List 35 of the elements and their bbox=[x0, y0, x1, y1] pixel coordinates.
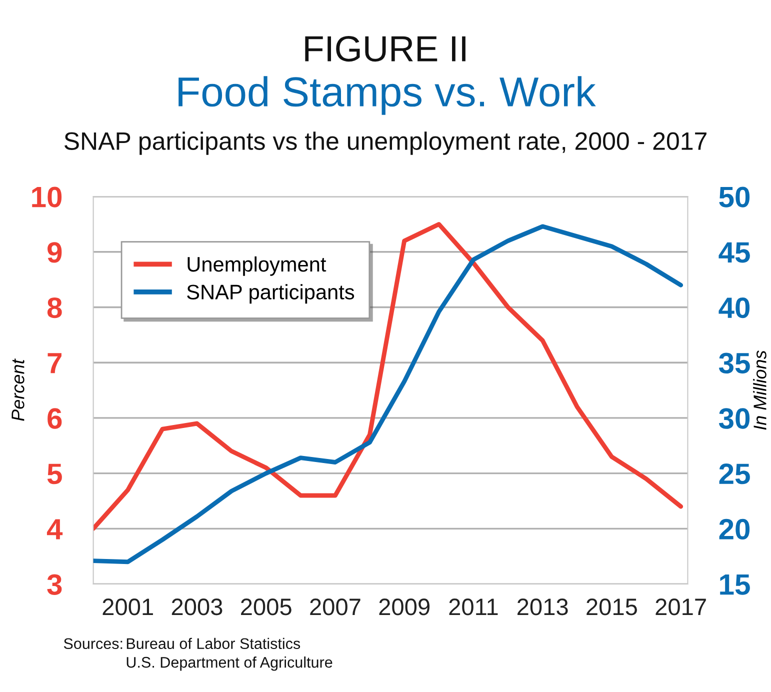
x-tick-label: 2009 bbox=[379, 598, 430, 616]
y-tick-label: 4 bbox=[46, 519, 63, 540]
y2-tick-label: 15 bbox=[720, 574, 750, 595]
y-tick-label: 7 bbox=[48, 353, 62, 374]
x-tick-label: 2015 bbox=[586, 598, 637, 616]
legend-label: SNAP participants bbox=[187, 284, 354, 304]
source-note: Sources: bbox=[64, 638, 122, 650]
x-tick-label: 2017 bbox=[656, 598, 706, 616]
y2-tick-label: 25 bbox=[719, 464, 750, 484]
text: U.S. Department of Agriculture bbox=[126, 656, 332, 671]
x-tick-label: 2007 bbox=[310, 598, 360, 616]
x-tick-label: 2011 bbox=[449, 598, 498, 616]
y-tick-label: 9 bbox=[48, 242, 62, 263]
chart-title: FIGURE II bbox=[305, 36, 466, 62]
chart-subtitle: Food Stamps vs. Work bbox=[178, 76, 596, 115]
y-tick-label: 3 bbox=[47, 574, 62, 595]
x-tick-label: 2003 bbox=[172, 598, 222, 616]
y2-tick-label: 45 bbox=[718, 242, 750, 263]
text: SNAP participants vs the unemployment rate, 2000 - 2017 bbox=[64, 132, 706, 155]
y-tick-label: 10 bbox=[32, 186, 62, 208]
y2-tick-label: 50 bbox=[719, 186, 750, 208]
y-tick-label: 5 bbox=[47, 464, 62, 484]
y2-axis-title: In Millions bbox=[753, 350, 766, 430]
y2-tick-label: 30 bbox=[718, 408, 750, 429]
legend-label: Unemployment bbox=[188, 256, 326, 276]
x-tick-label: 2001 bbox=[102, 598, 153, 616]
x-tick-label: 2013 bbox=[518, 598, 568, 616]
text: Bureau of Labor Statistics bbox=[126, 638, 300, 650]
y-axis-title: Percent bbox=[12, 358, 24, 421]
y2-tick-label: 40 bbox=[718, 297, 750, 318]
y2-tick-label: 20 bbox=[719, 518, 750, 540]
y-tick-label: 6 bbox=[48, 408, 62, 429]
y-tick-label: 8 bbox=[47, 297, 62, 318]
x-tick-label: 2005 bbox=[241, 598, 292, 616]
y2-tick-label: 35 bbox=[718, 352, 750, 374]
